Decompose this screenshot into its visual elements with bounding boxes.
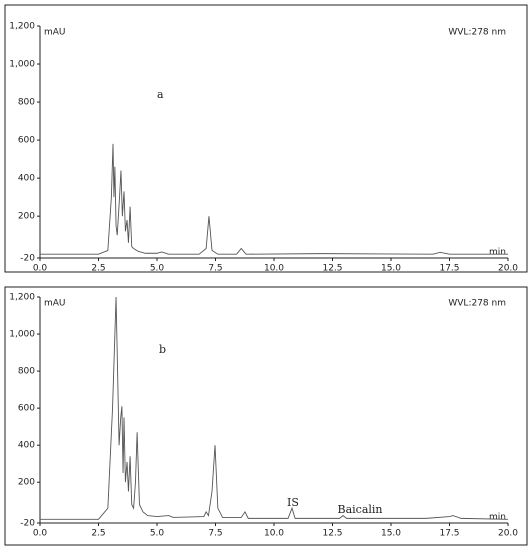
x-tick-label: 0.0	[33, 529, 48, 539]
y-tick-label: 1,200	[9, 293, 35, 303]
x-tick-label: 12.5	[322, 264, 342, 274]
x-tick-label: 2.5	[91, 529, 105, 539]
x-tick-label: 2.5	[91, 264, 105, 274]
y-tick-label: -20	[20, 519, 35, 529]
wavelength-note: WVL:278 nm	[448, 28, 506, 38]
x-tick-label: 10.0	[264, 529, 284, 539]
panel-label: a	[157, 88, 164, 101]
x-tick-label: 15.0	[381, 264, 401, 274]
peak-annotation: Baicalin	[338, 503, 383, 516]
wavelength-note: WVL:278 nm	[448, 299, 506, 309]
x-tick-label: 17.5	[439, 529, 459, 539]
x-tick-label: 5.0	[150, 529, 165, 539]
y-tick-label: 200	[18, 212, 35, 222]
x-tick-label: 17.5	[439, 264, 459, 274]
peak-annotation: IS	[287, 496, 299, 509]
y-axis-label: mAU	[44, 299, 66, 309]
y-tick-label: 800	[18, 98, 35, 108]
y-tick-label: 1,000	[9, 330, 35, 340]
x-axis-label: min	[489, 248, 506, 258]
x-tick-label: 5.0	[150, 264, 165, 274]
x-tick-label: 0.0	[33, 264, 48, 274]
chromatogram-trace	[40, 143, 508, 255]
x-tick-label: 12.5	[322, 529, 342, 539]
x-tick-label: 20.0	[498, 529, 518, 539]
y-tick-label: -20	[20, 254, 35, 264]
x-tick-label: 10.0	[264, 264, 284, 274]
x-axis-label: min	[489, 513, 506, 523]
y-tick-label: 600	[18, 404, 35, 414]
y-tick-label: 400	[18, 441, 35, 451]
y-axis-label: mAU	[44, 28, 66, 38]
y-tick-label: 1,200	[9, 22, 35, 32]
panel-frame	[4, 4, 528, 273]
panel-frame	[4, 286, 528, 546]
x-tick-label: 15.0	[381, 529, 401, 539]
chromatogram-trace	[40, 296, 509, 520]
x-tick-label: 7.5	[208, 529, 222, 539]
y-tick-label: 1,000	[9, 60, 35, 70]
y-tick-label: 800	[18, 367, 35, 377]
y-tick-label: 200	[18, 478, 35, 488]
panel-label: b	[159, 343, 166, 356]
y-tick-label: 600	[18, 136, 35, 146]
x-tick-label: 7.5	[208, 264, 222, 274]
x-tick-label: 20.0	[498, 264, 518, 274]
y-tick-label: 400	[18, 174, 35, 184]
